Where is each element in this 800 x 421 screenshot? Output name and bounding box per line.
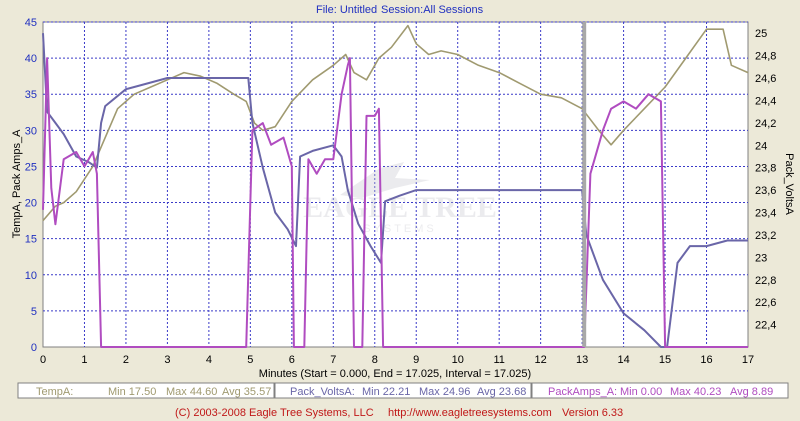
footer-version: Version 6.33 xyxy=(562,407,623,419)
y-right-tick-label: 25 xyxy=(755,28,767,40)
x-tick-label: 3 xyxy=(164,354,170,366)
y-left-tick-label: 10 xyxy=(25,270,37,282)
x-tick-label: 9 xyxy=(413,354,419,366)
stats-panel-amps xyxy=(531,382,789,399)
y-right-tick-label: 23,4 xyxy=(755,208,776,220)
stats-bar: TempA: Min 17.50 Max 44.60 Avg 35.57 Pac… xyxy=(17,382,789,399)
x-tick-labels: 0 1 2 3 4 5 6 7 8 9 10 11 12 13 14 15 16 17 xyxy=(40,354,754,366)
y-right-axis-label: Pack_VoltsA xyxy=(783,153,795,215)
y-right-tick-label: 23,2 xyxy=(755,230,776,242)
x-tick-label: 2 xyxy=(123,354,129,366)
y-left-tick-label: 45 xyxy=(25,17,37,29)
stat-max-volts: Max 24.96 xyxy=(419,386,470,398)
y-left-tick-label: 5 xyxy=(31,306,37,318)
header-session-label: Session:All Sessions xyxy=(381,4,484,16)
y-left-tick-labels: 0 5 10 15 20 25 30 35 40 45 xyxy=(25,17,37,354)
y-right-tick-label: 24,2 xyxy=(755,118,776,130)
stat-name-temp: TempA: xyxy=(36,386,73,398)
stats-panel-temp xyxy=(17,382,275,399)
x-tick-label: 13 xyxy=(576,354,588,366)
x-tick-label: 16 xyxy=(700,354,712,366)
y-left-tick-label: 40 xyxy=(25,53,37,65)
y-right-tick-label: 24 xyxy=(755,140,767,152)
x-tick-label: 10 xyxy=(452,354,464,366)
y-right-tick-label: 23 xyxy=(755,252,767,264)
y-right-tick-label: 23,6 xyxy=(755,185,776,197)
eagle-logo-icon xyxy=(340,162,430,198)
stat-max-temp: Max 44.60 xyxy=(166,386,217,398)
x-tick-label: 11 xyxy=(493,354,504,366)
stat-name-amps: PackAmps_A: xyxy=(548,386,617,398)
x-tick-label: 8 xyxy=(372,354,378,366)
x-tick-label: 0 xyxy=(40,354,46,366)
y-left-tick-label: 25 xyxy=(25,161,37,173)
stat-min-temp: Min 17.50 xyxy=(108,386,156,398)
y-right-tick-label: 24,4 xyxy=(755,95,776,107)
x-tick-label: 5 xyxy=(247,354,253,366)
footer-url-link[interactable]: http://www.eagletreesystems.com xyxy=(388,407,552,419)
y-right-tick-label: 24,8 xyxy=(755,51,776,63)
x-tick-label: 15 xyxy=(659,354,671,366)
y-right-tick-label: 22,8 xyxy=(755,275,776,287)
y-left-tick-label: 35 xyxy=(25,89,37,101)
x-tick-label: 12 xyxy=(535,354,547,366)
grid xyxy=(43,21,748,347)
stat-min-amps: Min 0.00 xyxy=(620,386,662,398)
stats-panel-volts xyxy=(274,382,532,399)
x-tick-label: 4 xyxy=(206,354,212,366)
x-tick-label: 6 xyxy=(289,354,295,366)
y-right-tick-label: 23,8 xyxy=(755,163,776,175)
watermark-sub: SYSTEMS xyxy=(363,223,437,235)
footer-copyright: (C) 2003-2008 Eagle Tree Systems, LLC xyxy=(175,407,374,419)
plot-area xyxy=(42,21,749,348)
y-right-tick-labels: 22,4 22,6 22,8 23 23,2 23,4 23,6 23,8 24 24,2 24,4… xyxy=(755,28,776,331)
y-right-tick-label: 22,6 xyxy=(755,297,776,309)
y-left-tick-label: 15 xyxy=(25,234,37,246)
stat-max-amps: Max 40.23 xyxy=(670,386,721,398)
x-tick-label: 1 xyxy=(81,354,87,366)
series-line-packamps-a xyxy=(42,57,748,348)
x-tick-label: 17 xyxy=(742,354,754,366)
y-left-axis-label: TempA, Pack Amps_A xyxy=(11,129,23,238)
x-tick-label: 7 xyxy=(330,354,336,366)
series-line-pack-voltsa xyxy=(42,33,748,348)
y-right-tick-label: 22,4 xyxy=(755,320,776,332)
y-left-tick-label: 30 xyxy=(25,125,37,137)
x-tick-label: 14 xyxy=(617,354,629,366)
header-file-label: File: Untitled xyxy=(316,4,377,16)
stat-min-volts: Min 22.21 xyxy=(362,386,410,398)
series-line-tempa xyxy=(42,24,749,222)
stat-avg-temp: Avg 35.57 xyxy=(222,386,271,398)
y-left-tick-label: 0 xyxy=(31,342,37,354)
series-layer xyxy=(42,24,749,348)
stat-avg-volts: Avg 23.68 xyxy=(477,386,526,398)
stat-name-volts: Pack_VoltsA: xyxy=(290,386,355,398)
y-right-tick-label: 24,6 xyxy=(755,73,776,85)
stat-avg-amps: Avg 8.89 xyxy=(730,386,773,398)
y-left-tick-label: 20 xyxy=(25,198,37,210)
x-axis-label: Minutes (Start = 0.000, End = 17.025, In… xyxy=(259,368,531,380)
